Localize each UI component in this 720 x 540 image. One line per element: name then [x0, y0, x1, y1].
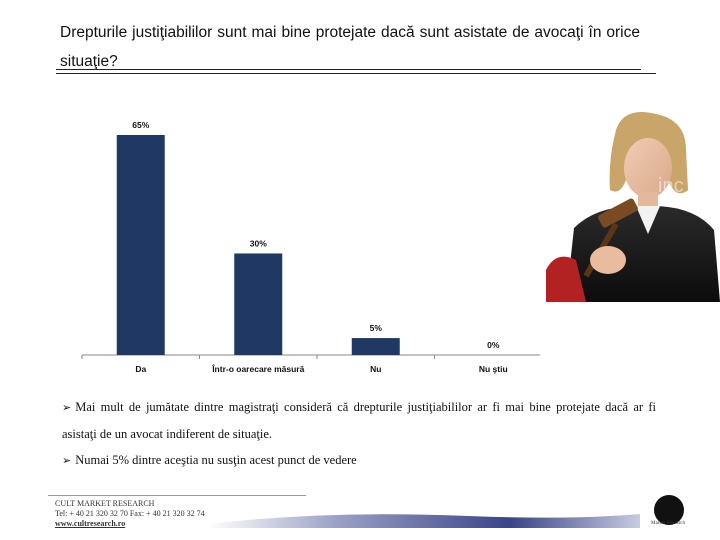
bar	[234, 253, 283, 355]
value-label: 0%	[487, 340, 500, 350]
title-underline-secondary	[56, 73, 656, 74]
slide-title: Drepturile justiţiabililor sunt mai bine…	[60, 24, 640, 70]
bullet-item: ➢ Mai mult de jumătate dintre magistraţi …	[62, 394, 656, 447]
judge-photo: inc	[546, 110, 720, 302]
cult-logo-icon	[654, 495, 684, 525]
category-label: Într-o oarecare măsură	[211, 363, 304, 374]
title-underline	[56, 69, 641, 70]
bullet-list: ➢ Mai mult de jumătate dintre magistraţi …	[62, 394, 656, 474]
bullet-text: Numai 5% dintre aceştia nu susţin acest …	[75, 453, 357, 467]
value-label: 30%	[250, 238, 267, 248]
bar-chart: 65% 30% 5% 0% Da Într-o oarecare măsură Nu Nu …	[81, 120, 540, 374]
company-name: CULT MARKET RESEARCH	[55, 499, 155, 508]
category-label: Nu ştiu	[479, 364, 508, 374]
svg-text:inc: inc	[658, 175, 684, 197]
bar	[116, 135, 165, 355]
category-label: Da	[135, 364, 146, 374]
value-label: 5%	[370, 323, 383, 333]
bullet-item: ➢ Numai 5% dintre aceştia nu susţin acest…	[62, 447, 656, 474]
footer-divider	[48, 495, 306, 496]
bullet-text: Mai mult de jumătate dintre magistraţi c…	[62, 400, 656, 441]
bar	[351, 338, 400, 355]
category-label: Nu	[370, 364, 381, 374]
arrow-right-icon: ➢	[62, 401, 72, 414]
footer-info: CULT MARKET RESEARCH Tel: + 40 21 320 32…	[55, 499, 205, 529]
contact-line: Tel: + 40 21 320 32 70 Fax: + 40 21 320 …	[55, 509, 205, 518]
value-label: 65%	[132, 120, 149, 130]
logo-caption: Market Research	[651, 521, 686, 526]
website-link[interactable]: www.cultresearch.ro	[55, 519, 126, 528]
arrow-right-icon: ➢	[62, 454, 72, 467]
decorative-band	[208, 514, 640, 528]
